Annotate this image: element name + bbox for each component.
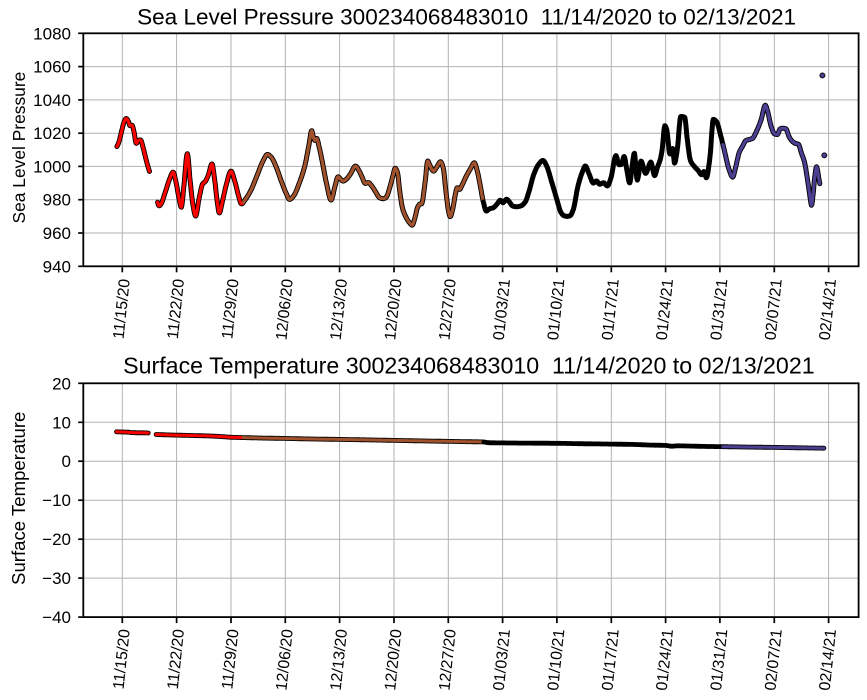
svg-text:11/29/20: 11/29/20	[219, 278, 242, 340]
svg-text:1060: 1060	[33, 58, 71, 77]
svg-text:−30: −30	[42, 569, 71, 588]
svg-text:12/27/20: 12/27/20	[436, 278, 459, 341]
svg-text:11/15/20: 11/15/20	[111, 278, 134, 340]
svg-text:11/15/20: 11/15/20	[111, 628, 134, 690]
svg-text:1020: 1020	[33, 124, 71, 143]
svg-text:02/14/21: 02/14/21	[817, 628, 840, 691]
svg-text:940: 940	[43, 257, 71, 276]
svg-text:12/06/20: 12/06/20	[273, 278, 296, 341]
svg-text:1000: 1000	[33, 157, 71, 176]
svg-text:Sea Level Pressure 30023406848: Sea Level Pressure 300234068483010 11/14…	[137, 5, 796, 30]
svg-text:0: 0	[62, 452, 71, 471]
svg-text:−20: −20	[42, 530, 71, 549]
svg-text:960: 960	[43, 224, 71, 243]
svg-text:12/13/20: 12/13/20	[328, 278, 351, 341]
svg-text:02/14/21: 02/14/21	[817, 278, 840, 341]
svg-text:02/07/21: 02/07/21	[762, 278, 785, 341]
svg-text:20: 20	[52, 374, 71, 393]
svg-text:980: 980	[43, 191, 71, 210]
svg-text:01/17/21: 01/17/21	[599, 628, 622, 691]
svg-text:01/17/21: 01/17/21	[599, 278, 622, 341]
svg-text:01/31/21: 01/31/21	[708, 278, 731, 341]
svg-text:12/20/20: 12/20/20	[382, 628, 405, 691]
svg-text:12/20/20: 12/20/20	[382, 278, 405, 341]
svg-text:11/22/20: 11/22/20	[165, 278, 188, 340]
svg-text:01/03/21: 01/03/21	[491, 278, 514, 341]
svg-text:12/13/20: 12/13/20	[328, 628, 351, 691]
svg-text:11/22/20: 11/22/20	[165, 628, 188, 690]
svg-text:12/27/20: 12/27/20	[436, 628, 459, 691]
svg-text:Surface Temperature: Surface Temperature	[8, 412, 29, 585]
svg-text:01/10/21: 01/10/21	[545, 628, 568, 691]
svg-text:1040: 1040	[33, 91, 71, 110]
svg-text:−40: −40	[42, 608, 71, 627]
svg-text:01/31/21: 01/31/21	[708, 628, 731, 691]
svg-text:01/24/21: 01/24/21	[654, 628, 677, 691]
svg-text:01/03/21: 01/03/21	[491, 628, 514, 691]
svg-text:01/10/21: 01/10/21	[545, 278, 568, 341]
svg-text:11/29/20: 11/29/20	[219, 628, 242, 690]
svg-text:01/24/21: 01/24/21	[654, 278, 677, 341]
svg-text:−10: −10	[42, 491, 71, 510]
svg-text:10: 10	[52, 413, 71, 432]
svg-text:Sea Level Pressure: Sea Level Pressure	[9, 72, 29, 224]
svg-text:Surface Temperature 3002340684: Surface Temperature 300234068483010 11/1…	[123, 353, 814, 379]
svg-text:1080: 1080	[33, 24, 71, 43]
svg-text:02/07/21: 02/07/21	[762, 628, 785, 691]
svg-text:12/06/20: 12/06/20	[273, 628, 296, 691]
